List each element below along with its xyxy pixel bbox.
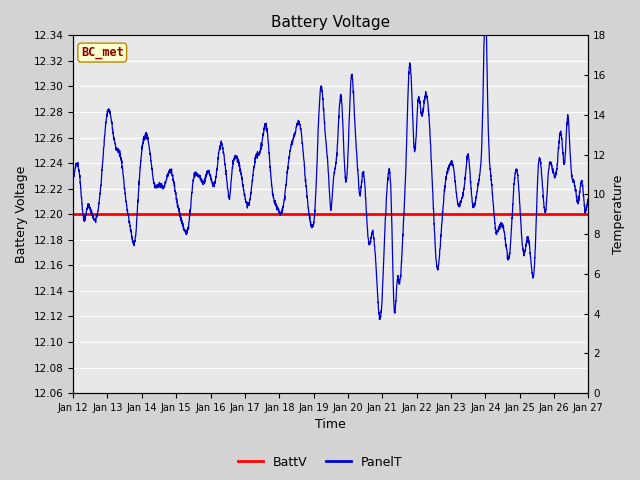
Title: Battery Voltage: Battery Voltage <box>271 15 390 30</box>
Legend: BattV, PanelT: BattV, PanelT <box>232 451 408 474</box>
Y-axis label: Battery Voltage: Battery Voltage <box>15 166 28 263</box>
Y-axis label: Temperature: Temperature <box>612 175 625 254</box>
Text: BC_met: BC_met <box>81 46 124 59</box>
X-axis label: Time: Time <box>316 419 346 432</box>
